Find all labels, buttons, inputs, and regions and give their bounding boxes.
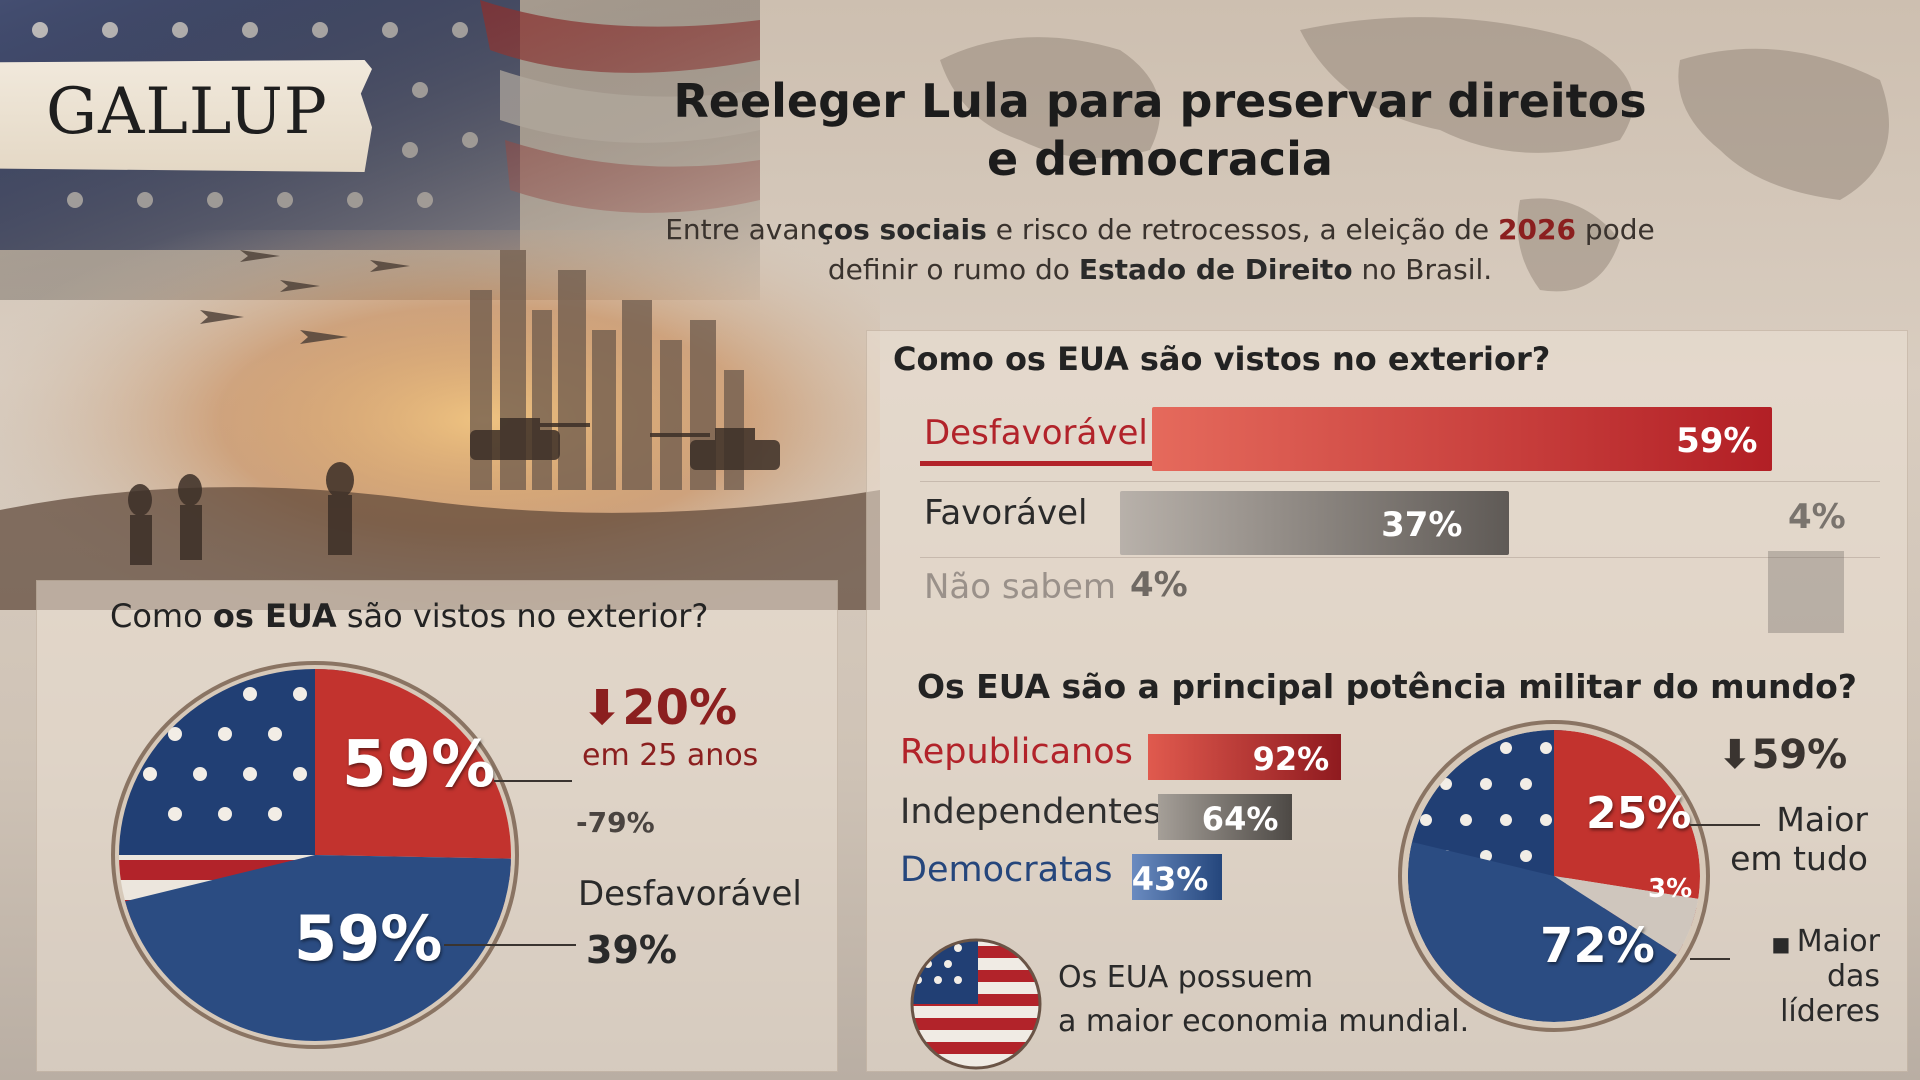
down-arrow-icon: ⬇ <box>582 680 623 736</box>
chart1-title: Como os EUA são vistos no exterior? <box>893 340 1551 378</box>
pie-right-annot-top: Maior em tudo <box>1720 800 1868 878</box>
pie-chart-perception <box>111 661 519 1049</box>
leader-line-top <box>1690 824 1760 826</box>
bar-value-democratas: 43% <box>1131 860 1209 898</box>
subheadline: Entre avanços sociais e risco de retroce… <box>560 210 1760 290</box>
annot-bottom-line-2: das líderes <box>1780 959 1880 1029</box>
pie-left-bottom-value: 39% <box>586 928 677 972</box>
bar-desfavoravel: 59% <box>1152 407 1772 471</box>
bar-democratas: 43% <box>1131 854 1223 900</box>
pie-left-change-value: 20% <box>622 680 738 736</box>
chart1-bars: Desfavorável 59% Favorável 37% Não sabem… <box>920 405 1880 633</box>
pie-right-slice-25 <box>1554 730 1700 899</box>
pie-right-change-value: 59% <box>1751 732 1848 778</box>
pie-right-slice-3 <box>1554 876 1699 956</box>
pie-left-slice-red <box>315 669 511 859</box>
flag-globe-icon <box>910 938 1042 1070</box>
side-value-label: 4% <box>1788 497 1846 537</box>
pie-right-label-25: 25% <box>1586 788 1692 839</box>
pie-left-small-value: -79% <box>576 806 655 839</box>
bar-value-republicanos: 92% <box>1252 740 1330 778</box>
economy-note-line-1: Os EUA possuem <box>1058 960 1314 995</box>
chart2-title-prefix: Como <box>110 597 213 635</box>
pie-right-label-72: 72% <box>1540 918 1655 974</box>
group-label-democratas: Democratas <box>900 850 1113 890</box>
sub-text-2: ços sociais <box>817 213 987 246</box>
headline: Reeleger Lula para preservar direitos e … <box>560 72 1760 188</box>
pie-left-small-value-text: 79% <box>587 806 655 839</box>
pie-right-change: ⬇59% <box>1718 732 1847 778</box>
bar-value-independentes: 64% <box>1201 800 1279 838</box>
war-scene-illustration <box>0 230 880 610</box>
world-map-background <box>940 17 1889 292</box>
bar-label-favoravel: Favorável <box>924 493 1088 533</box>
bar-value-favoravel: 37% <box>1381 505 1463 545</box>
sub-text-6: definir o rumo do <box>827 253 1079 286</box>
bar-label-desfavoravel: Desfavorável <box>924 413 1148 453</box>
strike-dash-icon: - <box>576 806 588 839</box>
bar-value-desfavoravel: 59% <box>1676 421 1758 461</box>
bar-republicanos: 92% <box>1148 734 1342 780</box>
leader-line-2 <box>444 944 576 946</box>
side-value-bar <box>1768 551 1844 633</box>
bar-independentes: 64% <box>1158 794 1293 840</box>
pie-left-change-text: em 25 anos <box>582 738 759 773</box>
logo-badge <box>0 60 372 172</box>
sub-text-5: pode <box>1575 213 1655 246</box>
pie-right-label-3: 3% <box>1648 874 1693 904</box>
gallup-logo: GALLUP <box>46 75 328 149</box>
annot-bottom-line-1: Maior <box>1796 924 1880 959</box>
pie-left-category: Desfavorável <box>578 874 802 914</box>
pie-right-slice-72 <box>1408 842 1677 1022</box>
pie-chart-military <box>1398 720 1710 1032</box>
sub-text-1: Entre avan <box>665 213 818 246</box>
group-label-republicanos: Republicanos <box>900 732 1133 772</box>
bar-label-underline <box>920 461 1190 466</box>
headline-line-1: Reeleger Lula para preservar direitos <box>673 74 1647 128</box>
chart2-title: Como os EUA são vistos no exterior? <box>110 597 708 635</box>
bar-label-nao-sabem: Não sabem <box>924 567 1117 607</box>
pie-left-label-blue: 59% <box>294 902 443 975</box>
square-bullet-icon: ■ <box>1771 932 1797 956</box>
headline-line-2: e democracia <box>987 132 1333 186</box>
annot-top-line-2: em tudo <box>1730 839 1868 878</box>
pie-left-change: ⬇20% <box>582 680 737 736</box>
economy-note: Os EUA possuem a maior economia mundial. <box>1058 956 1469 1044</box>
economy-note-line-2: a maior economia mundial. <box>1058 1004 1470 1039</box>
group-label-independentes: Independentes <box>900 792 1162 832</box>
chart2-title-bold: os EUA <box>212 597 337 635</box>
chart3-title: Os EUA são a principal potência militar … <box>917 667 1857 706</box>
pie-left-slice-blue <box>123 855 511 1041</box>
bar-favoravel: 37% <box>1120 491 1509 555</box>
leader-line-1 <box>494 780 572 782</box>
down-arrow-icon: ⬇ <box>1718 732 1752 778</box>
chart2-title-suffix: são vistos no exterior? <box>336 597 709 635</box>
annot-top-line-1: Maior <box>1776 800 1868 839</box>
pie-left-label-red: 59% <box>342 728 496 802</box>
sub-text-3: e risco de retrocessos, a eleição de <box>986 213 1499 246</box>
sub-text-8: no Brasil. <box>1352 253 1493 286</box>
leader-line-bottom <box>1690 958 1730 960</box>
sub-year: 2026 <box>1498 213 1576 246</box>
bar-value-nao-sabem: 4% <box>1130 565 1188 605</box>
sub-text-7: Estado de Direito <box>1078 253 1353 286</box>
pie-right-annot-bottom: ■ Maior das líderes <box>1718 924 1880 1029</box>
